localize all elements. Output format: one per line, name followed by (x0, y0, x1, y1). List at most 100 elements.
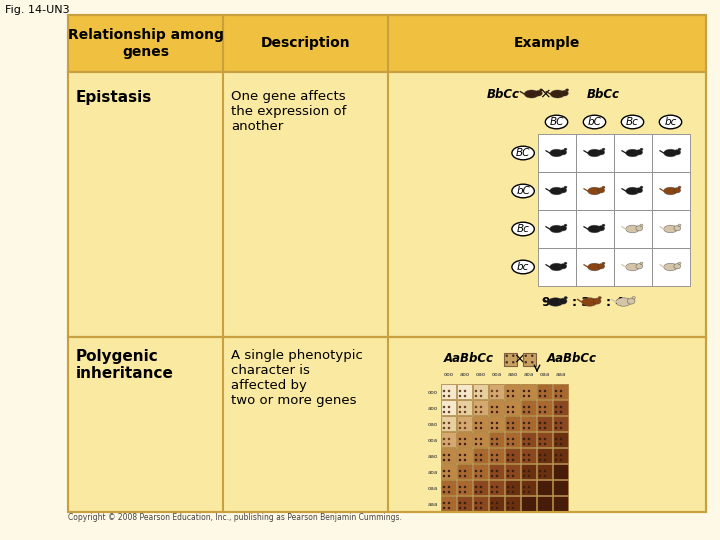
Ellipse shape (474, 459, 477, 461)
Ellipse shape (678, 262, 681, 265)
Ellipse shape (474, 486, 477, 488)
Ellipse shape (523, 475, 526, 477)
Ellipse shape (496, 443, 498, 445)
Ellipse shape (512, 475, 514, 477)
Text: AaBbCc: AaBbCc (547, 353, 597, 366)
Ellipse shape (512, 438, 514, 440)
Bar (553, 448, 568, 463)
Ellipse shape (491, 459, 493, 461)
Bar (538, 248, 575, 286)
Ellipse shape (559, 443, 562, 445)
Ellipse shape (559, 470, 562, 472)
Ellipse shape (505, 354, 508, 357)
Ellipse shape (480, 459, 482, 461)
Ellipse shape (523, 454, 526, 456)
Ellipse shape (674, 264, 680, 269)
Ellipse shape (507, 427, 509, 429)
Ellipse shape (559, 502, 562, 504)
Ellipse shape (627, 298, 635, 304)
Ellipse shape (512, 486, 514, 488)
Text: ×: × (513, 352, 525, 366)
Ellipse shape (491, 486, 493, 488)
Ellipse shape (464, 507, 467, 509)
Ellipse shape (512, 491, 514, 493)
Ellipse shape (505, 361, 508, 363)
Bar (553, 400, 568, 415)
Bar (441, 480, 456, 495)
Ellipse shape (443, 438, 445, 440)
Ellipse shape (554, 395, 557, 397)
Ellipse shape (496, 411, 498, 413)
Ellipse shape (474, 395, 477, 397)
Ellipse shape (491, 395, 493, 397)
Ellipse shape (443, 475, 445, 477)
Ellipse shape (480, 406, 482, 408)
Ellipse shape (443, 406, 445, 408)
Ellipse shape (560, 226, 567, 231)
Ellipse shape (464, 475, 467, 477)
Bar (505, 384, 520, 399)
Text: Relationship among
genes: Relationship among genes (68, 29, 223, 59)
Ellipse shape (464, 395, 467, 397)
Ellipse shape (480, 486, 482, 488)
Ellipse shape (554, 427, 557, 429)
Ellipse shape (678, 148, 681, 150)
Ellipse shape (528, 491, 530, 493)
Text: A single phenotypic
character is
affected by
two or more genes: A single phenotypic character is affecte… (231, 349, 363, 407)
Ellipse shape (528, 427, 530, 429)
Ellipse shape (464, 438, 467, 440)
Bar (489, 464, 504, 479)
Ellipse shape (550, 149, 563, 157)
Text: aoo: aoo (460, 373, 470, 377)
Ellipse shape (496, 507, 498, 509)
Bar (457, 480, 472, 495)
Ellipse shape (448, 390, 450, 392)
Text: ooa: ooa (492, 373, 502, 377)
Ellipse shape (464, 459, 467, 461)
Ellipse shape (474, 390, 477, 392)
Ellipse shape (507, 422, 509, 424)
Ellipse shape (544, 422, 546, 424)
Ellipse shape (491, 470, 493, 472)
Ellipse shape (560, 150, 567, 155)
Ellipse shape (559, 427, 562, 429)
Ellipse shape (480, 443, 482, 445)
Ellipse shape (464, 427, 467, 429)
Bar (521, 384, 536, 399)
Ellipse shape (539, 443, 541, 445)
Text: bC: bC (588, 117, 601, 127)
Ellipse shape (464, 390, 467, 392)
Ellipse shape (512, 361, 515, 363)
Ellipse shape (512, 411, 514, 413)
Ellipse shape (636, 264, 643, 269)
Ellipse shape (664, 263, 678, 271)
Ellipse shape (678, 186, 681, 188)
Ellipse shape (448, 486, 450, 488)
Ellipse shape (524, 361, 527, 363)
Bar (457, 448, 472, 463)
Ellipse shape (554, 390, 557, 392)
Ellipse shape (523, 422, 526, 424)
Bar (441, 464, 456, 479)
Ellipse shape (459, 459, 462, 461)
Ellipse shape (512, 390, 514, 392)
Ellipse shape (512, 354, 515, 357)
Ellipse shape (544, 395, 546, 397)
Ellipse shape (480, 454, 482, 456)
Bar (652, 172, 690, 210)
Ellipse shape (528, 459, 530, 461)
Ellipse shape (507, 438, 509, 440)
Ellipse shape (523, 406, 526, 408)
Text: Description: Description (261, 37, 351, 51)
Ellipse shape (443, 459, 445, 461)
Ellipse shape (496, 491, 498, 493)
Ellipse shape (560, 264, 567, 269)
Ellipse shape (480, 427, 482, 429)
Ellipse shape (443, 502, 445, 504)
Ellipse shape (602, 148, 605, 150)
Ellipse shape (626, 263, 639, 271)
Ellipse shape (512, 184, 534, 198)
Ellipse shape (528, 390, 530, 392)
Ellipse shape (564, 186, 567, 188)
Ellipse shape (507, 475, 509, 477)
